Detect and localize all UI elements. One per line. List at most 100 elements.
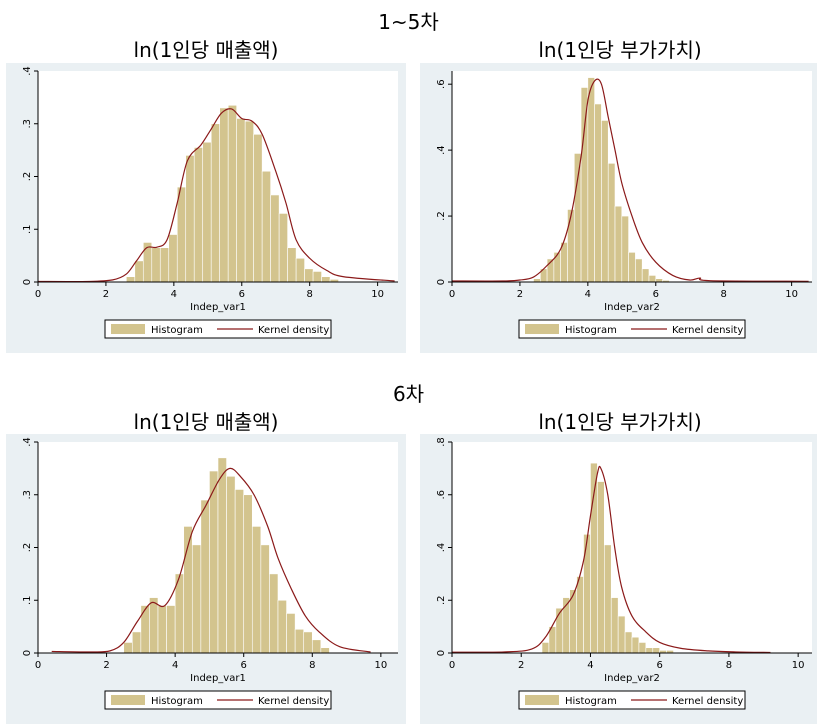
x-tick-label: 2 xyxy=(103,289,109,300)
histogram-bar xyxy=(193,147,204,283)
histogram-bar xyxy=(567,209,575,283)
histogram-bar xyxy=(234,489,245,654)
plot-area xyxy=(452,71,812,282)
x-axis-label: Indep_var2 xyxy=(604,302,660,313)
histogram-bar xyxy=(576,576,584,654)
histogram-panel: 0 2 4 6 8 10 0 .2 .4 .6 .8 Indep_var2 Histogram Kerne… xyxy=(420,434,817,724)
histogram-bar xyxy=(159,247,170,283)
histogram-bar xyxy=(631,636,640,654)
histogram-bar xyxy=(168,234,178,283)
histogram-bar xyxy=(209,470,219,654)
histogram-bar xyxy=(260,544,270,654)
y-tick-label: 0 xyxy=(436,279,447,285)
legend-histogram-label: Histogram xyxy=(151,696,203,707)
histogram-bar xyxy=(287,247,297,283)
x-tick-label: 4 xyxy=(172,660,178,671)
histogram-bar xyxy=(320,647,330,654)
section-title-2: 6차 xyxy=(392,382,425,406)
histogram-bar xyxy=(312,271,322,283)
legend-density-label: Kernel density xyxy=(672,325,743,336)
x-tick-label: 0 xyxy=(449,289,455,300)
histogram-bar xyxy=(134,260,144,283)
y-tick-label: .3 xyxy=(22,119,33,129)
histogram-bar xyxy=(286,613,296,654)
histogram-bar xyxy=(294,628,305,654)
x-tick-label: 0 xyxy=(449,660,455,671)
y-tick-label: .4 xyxy=(436,543,447,553)
legend-histogram-swatch xyxy=(525,695,559,705)
histogram-bar xyxy=(607,163,616,283)
x-tick-label: 2 xyxy=(517,289,523,300)
histogram-bar xyxy=(217,457,227,654)
histogram-bar xyxy=(176,186,187,283)
histogram-bar xyxy=(560,242,568,283)
histogram-panel: 0 2 4 6 8 10 0 .1 .2 .3 .4 Indep_var1 Histogram Kerne… xyxy=(6,434,406,724)
histogram-bar xyxy=(243,494,253,654)
histogram-bar xyxy=(151,247,161,283)
histogram-bar xyxy=(652,647,660,654)
histogram-bar xyxy=(157,605,167,654)
legend-density-label: Kernel density xyxy=(258,325,329,336)
histogram-bar xyxy=(226,475,236,654)
histogram-bar xyxy=(614,205,623,283)
x-tick-label: 10 xyxy=(374,660,387,671)
chart-title: ln(1인당 부가가치) xyxy=(538,38,702,62)
histogram-bar xyxy=(140,605,150,654)
x-tick-label: 6 xyxy=(653,289,659,300)
y-tick-label: 0 xyxy=(22,650,33,656)
x-tick-label: 6 xyxy=(241,660,247,671)
section-title-1: 1~5차 xyxy=(378,10,439,34)
histogram-bar xyxy=(594,103,602,283)
histogram-bar xyxy=(278,213,288,283)
legend-histogram-label: Histogram xyxy=(565,696,617,707)
histogram-bar xyxy=(648,275,657,283)
y-tick-label: .4 xyxy=(22,437,33,447)
legend-histogram-label: Histogram xyxy=(565,325,617,336)
histogram-svg: 0 2 4 6 8 10 0 .2 .4 .6 Indep_var2 Histogram Kernel … xyxy=(436,71,812,339)
x-tick-label: 2 xyxy=(518,660,524,671)
y-tick-label: .1 xyxy=(22,595,33,605)
y-tick-label: .2 xyxy=(22,543,33,553)
histogram-bar xyxy=(210,123,220,283)
histogram-bar xyxy=(131,631,142,654)
y-tick-label: .4 xyxy=(22,66,33,76)
legend-histogram-swatch xyxy=(111,695,145,705)
histogram-bar xyxy=(270,194,280,283)
legend-histogram-swatch xyxy=(525,324,559,334)
histogram-bar xyxy=(597,481,605,654)
x-tick-label: 6 xyxy=(657,660,663,671)
histogram-bar xyxy=(227,104,237,283)
histogram-bar xyxy=(303,631,313,654)
y-tick-label: .2 xyxy=(436,595,447,605)
legend-density-label: Kernel density xyxy=(672,696,743,707)
y-tick-label: .4 xyxy=(436,145,447,155)
histogram-bar xyxy=(641,268,650,283)
histogram-bar xyxy=(142,242,153,283)
x-axis-label: Indep_var2 xyxy=(604,673,660,684)
histogram-bar xyxy=(604,544,612,654)
x-tick-label: 0 xyxy=(35,289,41,300)
y-tick-label: .2 xyxy=(22,172,33,182)
histogram-bar xyxy=(628,252,636,283)
legend-density-label: Kernel density xyxy=(258,696,329,707)
histogram-bar xyxy=(555,607,564,654)
histogram-bar xyxy=(166,605,176,654)
histogram-bar xyxy=(269,573,279,654)
histogram-bar xyxy=(617,615,626,654)
y-tick-label: .6 xyxy=(436,79,447,89)
x-tick-label: 8 xyxy=(721,289,727,300)
plot-area xyxy=(452,442,812,653)
x-axis-label: Indep_var1 xyxy=(190,673,246,684)
kernel-density-line xyxy=(51,467,371,653)
x-tick-label: 2 xyxy=(103,660,109,671)
histogram-bar xyxy=(610,597,619,654)
y-tick-label: .3 xyxy=(22,490,33,500)
histogram-bar xyxy=(236,118,246,283)
histogram-bar xyxy=(311,639,322,654)
chart-title: ln(1인당 부가가치) xyxy=(538,410,702,434)
y-tick-label: 0 xyxy=(22,279,33,285)
x-tick-label: 4 xyxy=(171,289,177,300)
histogram-panel: 0 2 4 6 8 10 0 .2 .4 .6 Indep_var2 Histogram Kernel … xyxy=(420,63,817,353)
x-tick-label: 0 xyxy=(35,660,41,671)
histogram-bar xyxy=(304,268,314,283)
